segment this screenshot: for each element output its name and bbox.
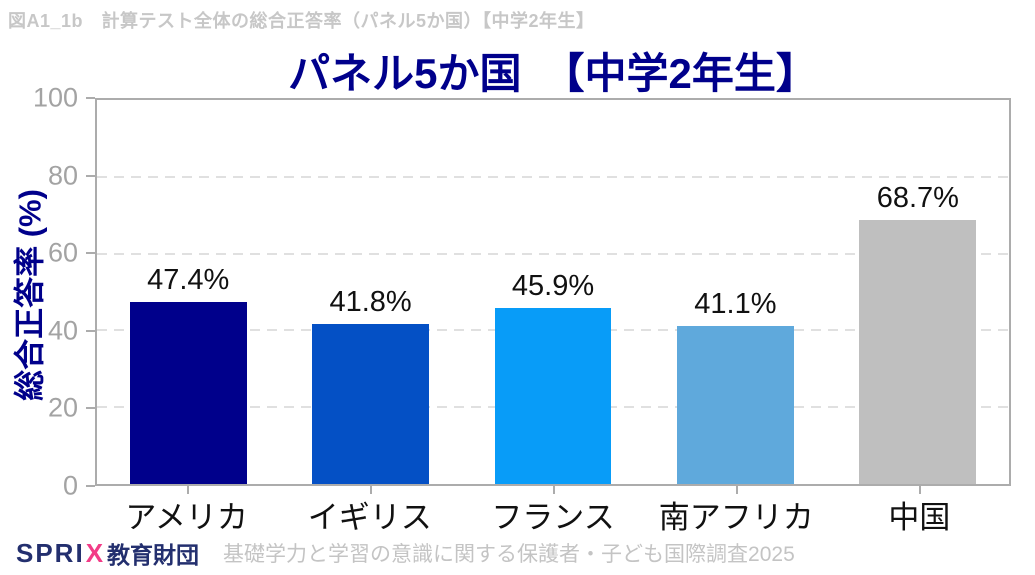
x-axis-ticks bbox=[95, 486, 1011, 494]
x-axis-label-2: イギリス bbox=[307, 500, 432, 535]
y-tick-mark-20 bbox=[86, 407, 95, 410]
y-tick-mark-80 bbox=[86, 174, 95, 177]
x-tick-mark-2 bbox=[369, 486, 372, 494]
bar-slot-5: 68.7% bbox=[827, 100, 1009, 484]
gridline-80 bbox=[97, 175, 1009, 178]
bar-slot-2: 41.8% bbox=[279, 100, 461, 484]
bar-slot-3: 45.9% bbox=[462, 100, 644, 484]
bar-slot-1: 47.4% bbox=[97, 100, 279, 484]
chart-title: パネル5か国 【中学2年生】 bbox=[288, 50, 818, 97]
bar-2: 41.8% bbox=[312, 286, 429, 484]
bar-value-label-5: 68.7% bbox=[876, 182, 959, 215]
survey-source-text: 基礎学力と学習の意識に関する保護者・子ども国際調査2025 bbox=[223, 543, 795, 566]
x-tick-slot-1 bbox=[95, 486, 278, 494]
figure-caption: 図A1_1b 計算テスト全体の総合正答率（パネル5か国）【中学2年生】 bbox=[8, 11, 595, 31]
bar-value-label-1: 47.4% bbox=[147, 263, 230, 296]
footer: SPRI X 教育財団 基礎学力と学習の意識に関する保護者・子ども国際調査202… bbox=[16, 536, 795, 570]
y-axis: 0 20 40 60 80 100 bbox=[0, 83, 95, 501]
y-tick-mark-60 bbox=[86, 252, 95, 255]
x-tick-slot-2 bbox=[278, 486, 461, 494]
x-axis-labels: アメリカ イギリス フランス 南アフリカ 中国 bbox=[95, 492, 1011, 537]
bar-5: 68.7% bbox=[859, 182, 977, 484]
y-tick-label-100: 100 bbox=[32, 82, 78, 113]
bar-value-label-3: 45.9% bbox=[511, 269, 595, 302]
bar-3: 45.9% bbox=[494, 270, 612, 484]
bar-value-label-2: 41.8% bbox=[329, 285, 412, 318]
bar-value-label-4: 41.1% bbox=[694, 288, 777, 321]
y-tick-label-60: 60 bbox=[47, 237, 78, 268]
x-axis-label-3: フランス bbox=[491, 500, 615, 535]
y-tick-mark-0 bbox=[86, 485, 95, 487]
sprix-logo-org: 教育財団 bbox=[107, 542, 200, 568]
x-axis-label-5: 中国 bbox=[888, 500, 951, 535]
sprix-logo-text: SPRI bbox=[16, 537, 85, 568]
gridline-60 bbox=[97, 252, 1009, 255]
plot-area: 47.4% 41.8% 45.9% 41.1% 68.7% bbox=[95, 98, 1011, 486]
y-tick-label-40: 40 bbox=[47, 315, 78, 346]
y-tick-mark-100 bbox=[86, 97, 95, 99]
x-axis-label-1: アメリカ bbox=[125, 500, 248, 535]
x-tick-mark-4 bbox=[736, 486, 739, 494]
bar-1: 47.4% bbox=[129, 264, 247, 484]
bar-4: 41.1% bbox=[677, 288, 794, 484]
sprix-logo-x-icon: X bbox=[85, 537, 104, 568]
y-tick-label-20: 20 bbox=[47, 392, 78, 423]
y-tick-label-80: 80 bbox=[47, 160, 78, 191]
y-tick-label-0: 0 bbox=[62, 470, 78, 501]
x-tick-mark-5 bbox=[919, 486, 922, 494]
bar-slot-4: 41.1% bbox=[644, 100, 826, 484]
y-tick-mark-40 bbox=[86, 329, 95, 332]
bars-container: 47.4% 41.8% 45.9% 41.1% 68.7% bbox=[97, 100, 1009, 484]
sprix-logo: SPRI X 教育財団 bbox=[16, 536, 199, 570]
x-tick-slot-3 bbox=[461, 486, 644, 494]
x-axis-label-4: 南アフリカ bbox=[658, 500, 814, 535]
x-tick-slot-5 bbox=[828, 486, 1011, 494]
x-tick-mark-3 bbox=[553, 486, 555, 494]
x-tick-slot-4 bbox=[645, 486, 828, 494]
x-tick-mark-1 bbox=[186, 486, 189, 494]
